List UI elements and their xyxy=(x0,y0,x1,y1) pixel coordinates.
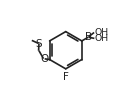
Text: O: O xyxy=(40,54,48,64)
Text: S: S xyxy=(36,39,42,49)
Text: B: B xyxy=(85,32,92,42)
Text: OH: OH xyxy=(95,34,109,43)
Text: OH: OH xyxy=(94,28,108,37)
Text: F: F xyxy=(63,72,69,82)
